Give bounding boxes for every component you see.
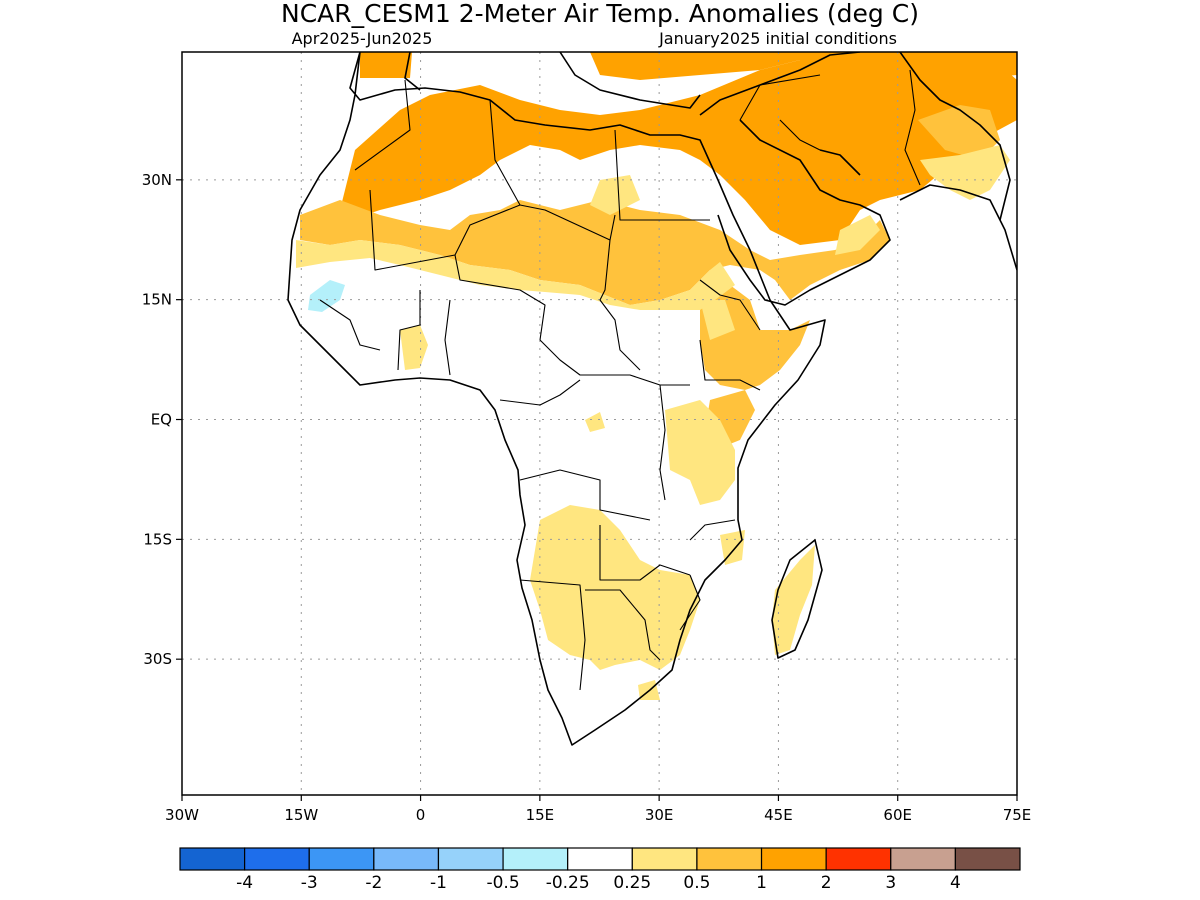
colorbar: -4 -3 -2 -1 -0.5 -0.25 0.25 0.5 1 2 3 4 — [179, 847, 1021, 893]
lon-tick-label: 15W — [284, 806, 318, 824]
colorbar-label: -3 — [301, 873, 318, 893]
colorbar-swatch — [825, 847, 892, 871]
colorbar-swatch — [631, 847, 698, 871]
lon-tick-label: 15E — [526, 806, 555, 824]
lat-tick-label: 15N — [142, 291, 172, 309]
colorbar-label: 3 — [885, 873, 896, 893]
map-title: NCAR_CESM1 2-Meter Air Temp. Anomalies (… — [281, 0, 919, 28]
colorbar-swatch — [696, 847, 763, 871]
lon-tick-label: 30E — [645, 806, 674, 824]
colorbar-label: -1 — [430, 873, 447, 893]
longitude-axis: 30W 15W 0 15E 30E 45E 60E 75E — [165, 795, 1031, 824]
lon-tick-label: 75E — [1003, 806, 1032, 824]
map-frame — [181, 51, 1018, 796]
colorbar-swatch — [890, 847, 956, 871]
colorbar-label: -2 — [365, 873, 382, 893]
colorbar-label: -0.25 — [546, 873, 590, 893]
lat-tick-label: 30N — [142, 171, 172, 189]
lon-tick-label: 45E — [764, 806, 793, 824]
initial-conditions: January2025 initial conditions — [658, 29, 897, 48]
colorbar-label: -0.5 — [486, 873, 519, 893]
colorbar-swatch — [437, 847, 504, 871]
colorbar-label: 2 — [821, 873, 832, 893]
colorbar-swatch — [567, 847, 633, 871]
forecast-period: Apr2025-Jun2025 — [292, 29, 433, 48]
colorbar-swatch — [760, 847, 827, 871]
colorbar-swatch — [179, 847, 246, 871]
colorbar-swatch — [373, 847, 440, 871]
colorbar-swatch — [954, 847, 1021, 871]
lat-tick-label: 30S — [143, 650, 172, 668]
anomaly-shading-neg — [308, 280, 345, 312]
colorbar-swatch — [308, 847, 375, 871]
anomaly-shading-0.25-0.5 — [296, 145, 1010, 700]
colorbar-label: 0.5 — [683, 873, 710, 893]
lon-tick-label: 30W — [165, 806, 199, 824]
lon-tick-label: 0 — [416, 806, 426, 824]
latitude-axis: 30N 15N EQ 15S 30S — [142, 171, 182, 668]
colorbar-label: 1 — [756, 873, 767, 893]
colorbar-swatch — [244, 847, 310, 871]
colorbar-label: 4 — [950, 873, 961, 893]
map-area — [182, 52, 1017, 795]
lon-tick-label: 60E — [883, 806, 912, 824]
coastlines — [287, 52, 1017, 746]
country-borders — [319, 69, 921, 691]
lat-tick-label: 15S — [143, 530, 172, 548]
colorbar-swatch — [502, 847, 569, 871]
colorbar-label: -4 — [236, 873, 253, 893]
anomaly-shading-1-2 — [340, 52, 1017, 630]
colorbar-label: 0.25 — [613, 873, 651, 893]
lat-tick-label: EQ — [151, 411, 172, 429]
